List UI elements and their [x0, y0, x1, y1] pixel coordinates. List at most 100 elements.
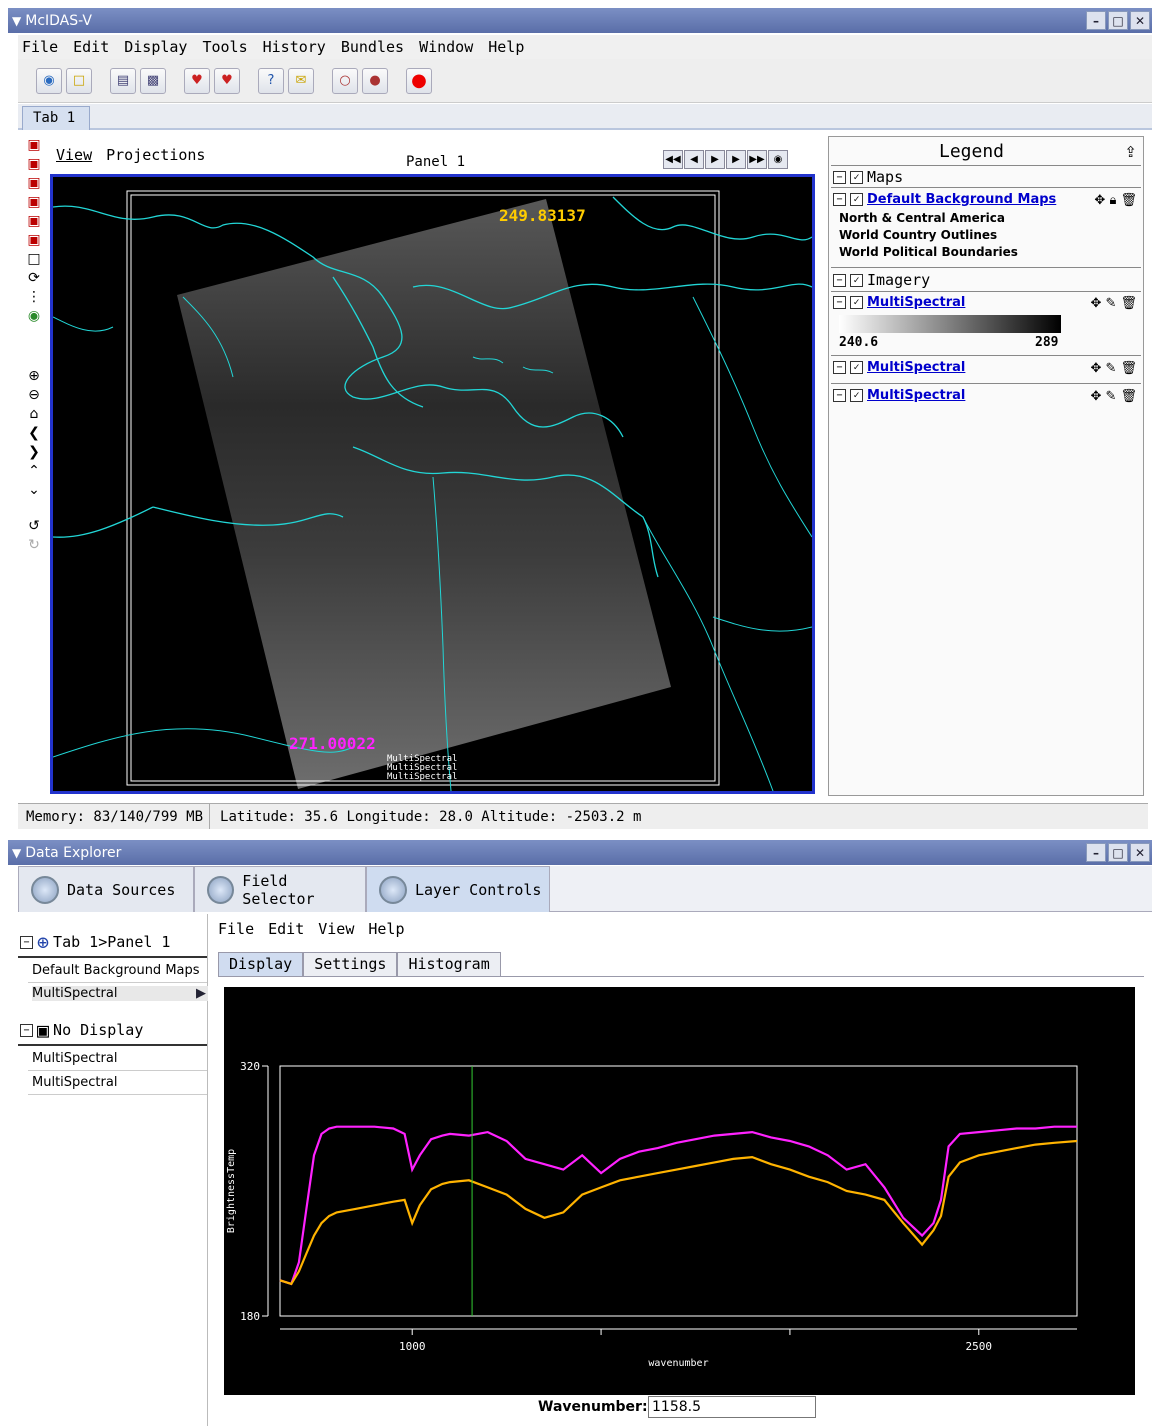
cube-view-icon[interactable]: ▣ — [27, 213, 41, 229]
tab-layer-controls[interactable]: Layer Controls — [366, 866, 550, 912]
close-icon[interactable]: ✕ — [1130, 11, 1150, 30]
last-frame-icon[interactable]: ▶▶ — [747, 150, 767, 169]
imagery-layer-row[interactable]: − ✓ MultiSpectral — [833, 388, 965, 403]
legend-float-icon[interactable]: ⇪ — [1124, 143, 1137, 161]
cube-view-icon[interactable]: ▣ — [27, 156, 41, 172]
collapse-icon[interactable]: − — [20, 1023, 33, 1037]
cube-view-icon[interactable]: ▣ — [27, 175, 41, 191]
redo-icon[interactable]: ↻ — [28, 537, 40, 553]
undo-icon[interactable]: ↺ — [28, 518, 40, 534]
subtab-histogram[interactable]: Histogram — [397, 952, 501, 976]
pan-up-icon[interactable]: ⌃ — [28, 463, 40, 479]
multispectral-link[interactable]: MultiSpectral — [867, 295, 966, 310]
step-forward-icon[interactable]: ▶ — [726, 150, 746, 169]
cleanup-icon[interactable]: ● — [362, 67, 388, 94]
menu-edit[interactable]: Edit — [73, 38, 110, 56]
menu-history[interactable]: History — [262, 38, 326, 56]
multispectral-link[interactable]: MultiSpectral — [867, 388, 966, 403]
collapse-icon[interactable]: − — [20, 935, 33, 949]
layer-controls-icon[interactable]: ✥ 🔒︎ 🗑︎ — [1094, 193, 1137, 208]
imagery-layer-row[interactable]: − ✓ MultiSpectral — [833, 295, 965, 310]
cube-view-icon[interactable]: ▣ — [27, 137, 41, 153]
collapse-icon[interactable]: − — [833, 273, 846, 287]
collapse-icon[interactable]: − — [833, 170, 846, 184]
minimize-icon[interactable]: – — [1086, 11, 1106, 30]
pan-right-icon[interactable]: ❯ — [28, 444, 40, 460]
tab-data-sources[interactable]: Data Sources — [18, 866, 194, 912]
earth-icon[interactable]: ◉ — [27, 308, 41, 324]
lc-menu-file[interactable]: File — [218, 920, 255, 938]
support-icon[interactable]: ✉ — [288, 67, 314, 94]
close-icon[interactable]: ✕ — [1130, 843, 1150, 862]
imagery-section[interactable]: − ✓ Imagery — [833, 271, 930, 289]
window-menu-icon[interactable]: ▼ — [12, 13, 22, 28]
cancel-load-icon[interactable]: ○ — [332, 67, 358, 94]
lc-menu-view[interactable]: View — [318, 920, 355, 938]
collapse-icon[interactable]: − — [833, 296, 846, 309]
collapse-icon[interactable]: − — [833, 193, 846, 206]
elevation-icon[interactable]: ⋮ — [27, 289, 41, 305]
multispectral-link[interactable]: MultiSpectral — [867, 360, 966, 375]
checkbox-icon[interactable]: ✓ — [850, 193, 863, 206]
rotate-icon[interactable]: ⟳ — [28, 270, 40, 286]
tab-field-selector[interactable]: Field Selector — [194, 866, 366, 912]
window-menu-icon[interactable]: ▼ — [12, 845, 22, 860]
tree-item-multispectral-selected[interactable]: MultiSpectral ▶ — [32, 986, 208, 1001]
subtab-settings[interactable]: Settings — [303, 952, 398, 976]
wavenumber-input[interactable] — [648, 1396, 816, 1418]
spectrum-plot[interactable]: 1000 2500 320 180 wavenumber BrightnessTemp — [224, 987, 1135, 1395]
map-display[interactable]: 249.83137 271.00022 MultiSpectral MultiS… — [50, 174, 815, 794]
panel-node[interactable]: − ⊕ Tab 1>Panel 1 — [20, 930, 170, 954]
menu-projections[interactable]: Projections — [106, 146, 206, 164]
imagery-layer-row[interactable]: − ✓ MultiSpectral — [833, 360, 965, 375]
subtab-display[interactable]: Display — [218, 952, 304, 976]
save-bundle-icon[interactable]: ▩ — [140, 67, 166, 94]
zoom-in-icon[interactable]: ⊕ — [28, 368, 40, 384]
globe-icon[interactable]: ◉ — [36, 67, 62, 94]
minimize-icon[interactable]: – — [1086, 843, 1106, 862]
menu-bundles[interactable]: Bundles — [340, 38, 405, 56]
tab-1[interactable]: Tab 1 — [22, 106, 90, 130]
tree-item-multispectral[interactable]: MultiSpectral — [32, 1051, 118, 1066]
pan-left-icon[interactable]: ❮ — [28, 425, 40, 441]
menu-tools[interactable]: Tools — [202, 38, 248, 56]
cube-view-icon[interactable]: ▣ — [27, 194, 41, 210]
collapse-icon[interactable]: − — [833, 389, 846, 402]
home-icon[interactable]: ⌂ — [29, 406, 39, 422]
box-icon[interactable]: □ — [27, 251, 41, 267]
checkbox-icon[interactable]: ✓ — [850, 361, 863, 374]
menu-view[interactable]: View — [56, 146, 93, 164]
tree-item-multispectral[interactable]: MultiSpectral — [32, 1075, 118, 1090]
zoom-out-icon[interactable]: ⊖ — [28, 387, 40, 403]
new-window-icon[interactable]: □ — [66, 67, 92, 94]
maximize-icon[interactable]: □ — [1108, 11, 1128, 30]
lc-menu-help[interactable]: Help — [368, 920, 405, 938]
play-icon[interactable]: ▶ — [705, 150, 725, 169]
lc-menu-edit[interactable]: Edit — [268, 920, 305, 938]
checkbox-icon[interactable]: ✓ — [850, 389, 863, 402]
layer-controls-icon[interactable]: ✥ ✎ 🗑︎ — [1090, 296, 1137, 311]
layer-controls-icon[interactable]: ✥ ✎ 🗑︎ — [1090, 361, 1137, 376]
pan-down-icon[interactable]: ⌄ — [28, 482, 40, 498]
maps-layer-row[interactable]: − ✓ Default Background Maps — [833, 192, 1056, 207]
maximize-icon[interactable]: □ — [1108, 843, 1128, 862]
maps-section[interactable]: − ✓ Maps — [833, 168, 903, 186]
collapse-icon[interactable]: − — [833, 361, 846, 374]
step-back-icon[interactable]: ◀ — [684, 150, 704, 169]
first-frame-icon[interactable]: ◀◀ — [663, 150, 683, 169]
open-file-icon[interactable]: ▤ — [110, 67, 136, 94]
favorite-manage-icon[interactable]: ♥ — [214, 67, 240, 94]
layer-controls-icon[interactable]: ✥ ✎ 🗑︎ — [1090, 389, 1137, 404]
tree-item-default-maps[interactable]: Default Background Maps — [32, 963, 200, 978]
checkbox-icon[interactable]: ✓ — [850, 273, 863, 287]
cube-view-icon[interactable]: ▣ — [27, 232, 41, 248]
default-maps-link[interactable]: Default Background Maps — [867, 192, 1057, 207]
menu-file[interactable]: File — [22, 38, 59, 56]
animation-settings-icon[interactable]: ◉ — [768, 150, 788, 169]
no-display-node[interactable]: − ▣ No Display — [20, 1018, 143, 1042]
help-icon[interactable]: ? — [258, 67, 284, 94]
menu-window[interactable]: Window — [419, 38, 474, 56]
menu-display[interactable]: Display — [124, 38, 188, 56]
stop-icon[interactable]: ● — [406, 67, 432, 94]
checkbox-icon[interactable]: ✓ — [850, 170, 863, 184]
